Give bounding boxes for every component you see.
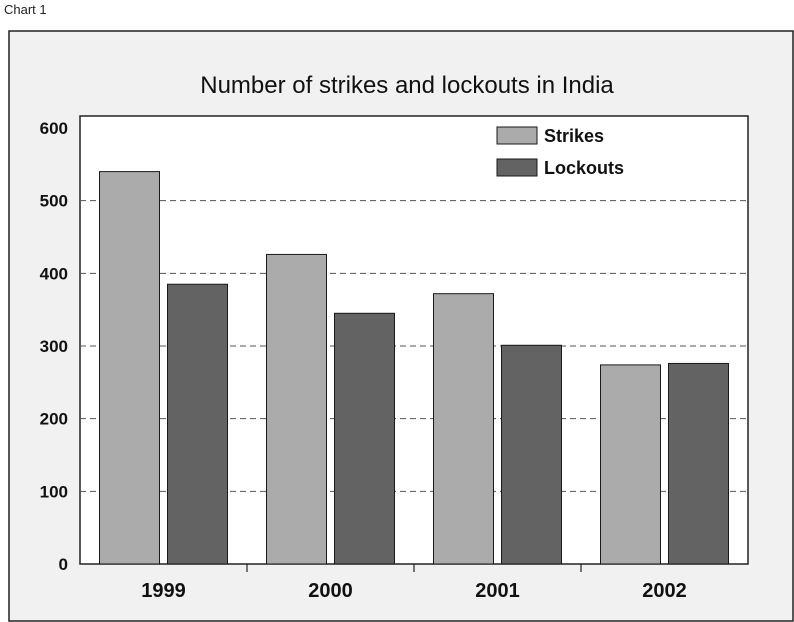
bar-lockouts-2001 [501,344,562,565]
x-tick-label: 2001 [475,580,520,602]
y-tick-label: 500 [40,192,68,211]
legend-label-strikes: Strikes [544,126,604,146]
y-tick-label: 200 [40,410,68,429]
y-tick-label: 600 [40,119,68,138]
bar-lockouts-2000 [334,312,395,565]
legend-swatch-lockouts [496,158,538,177]
chart-title: Number of strikes and lockouts in India [200,72,614,99]
y-tick-label: 0 [59,555,68,574]
bar-strikes-2000 [266,253,327,565]
y-tick-label: 300 [40,337,68,356]
chart-caption: Chart 1 [4,2,47,17]
legend: Strikes Lockouts [496,126,624,178]
bar-lockouts-1999 [167,283,228,565]
legend-label-lockouts: Lockouts [544,158,624,178]
x-tick-label: 2000 [308,580,353,602]
bar-strikes-1999 [99,171,160,565]
x-axis: 1999 2000 2001 2002 [141,564,687,602]
y-tick-label: 400 [40,264,68,283]
y-axis: 0 100 200 300 400 500 600 [40,119,68,574]
x-tick-label: 2002 [642,580,687,602]
legend-swatch-strikes [496,126,538,145]
bar-lockouts-2002 [668,362,729,565]
bars [99,171,729,565]
bar-strikes-2001 [433,293,494,565]
bar-strikes-2002 [600,364,661,565]
x-tick-label: 1999 [141,580,186,602]
y-tick-label: 100 [40,482,68,501]
